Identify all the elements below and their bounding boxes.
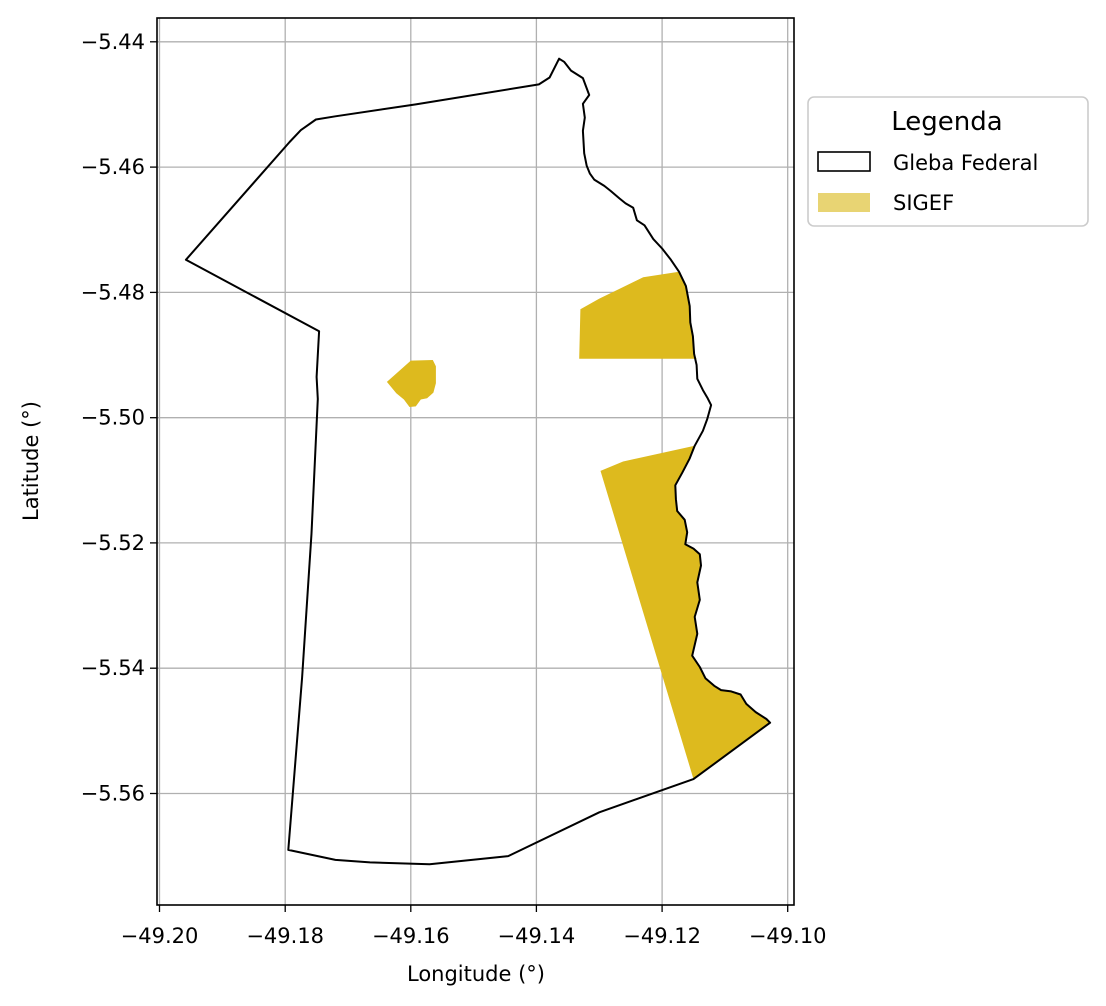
y-axis-label: Latitude (°)	[19, 401, 43, 521]
legend-title: Legenda	[891, 107, 1002, 137]
legend-label-sigef: SIGEF	[893, 191, 954, 215]
x-axis-label: Longitude (°)	[407, 962, 545, 986]
sigef-parcel-east-south	[600, 445, 771, 780]
gleba-federal-boundary	[184, 57, 772, 866]
y-tick-label: −5.56	[81, 782, 145, 806]
sigef-layer	[386, 271, 771, 780]
y-axis-ticks: −5.44 −5.46 −5.48 −5.50 −5.52 −5.54 −5.56	[81, 30, 157, 806]
x-tick-label: −49.14	[498, 924, 576, 948]
legend-label-gleba: Gleba Federal	[893, 151, 1038, 175]
legend-swatch-gleba	[817, 151, 871, 172]
legend-box	[807, 96, 1089, 227]
legend: Legenda Gleba Federal SIGEF	[807, 96, 1089, 227]
y-tick-label: −5.50	[81, 406, 145, 430]
y-tick-label: −5.52	[81, 531, 145, 555]
axes-frame	[156, 17, 795, 906]
plot-area	[156, 17, 795, 906]
sigef-parcel-center	[386, 360, 436, 407]
gridlines	[157, 18, 794, 905]
y-tick-label: −5.46	[81, 155, 145, 179]
x-axis-ticks: −49.20 −49.18 −49.16 −49.14 −49.12 −49.10	[121, 905, 827, 948]
y-tick-label: −5.48	[81, 280, 145, 304]
x-tick-label: −49.10	[749, 924, 827, 948]
x-tick-label: −49.12	[623, 924, 701, 948]
y-tick-label: −5.44	[81, 30, 145, 54]
gleba-federal-layer	[184, 57, 772, 866]
x-tick-label: −49.16	[372, 924, 450, 948]
legend-swatch-sigef	[818, 193, 870, 212]
x-tick-label: −49.18	[246, 924, 324, 948]
x-tick-label: −49.20	[121, 924, 199, 948]
y-tick-label: −5.54	[81, 656, 145, 680]
sigef-parcel-east-north	[579, 271, 697, 359]
